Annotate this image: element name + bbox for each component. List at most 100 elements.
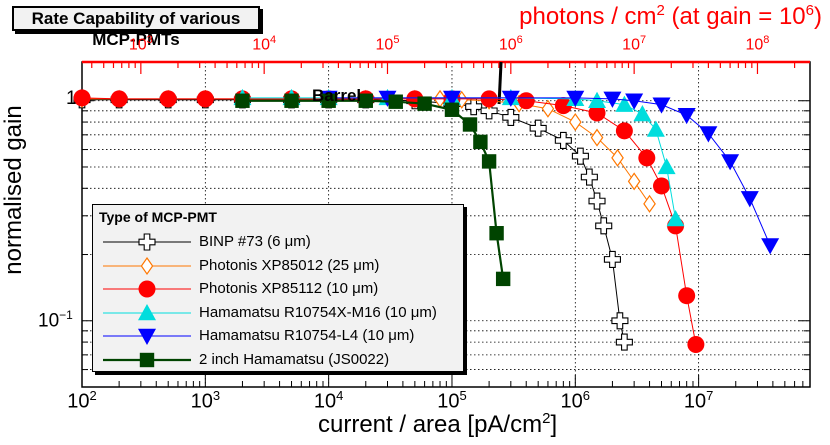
y-tick-label-base: 10 bbox=[38, 310, 60, 332]
legend-swatch-marker bbox=[138, 233, 156, 251]
series-6 bbox=[235, 93, 511, 287]
top-tick-label: 106 bbox=[499, 34, 523, 54]
legend-swatch bbox=[103, 280, 191, 298]
data-point bbox=[588, 91, 607, 108]
top-tick-label: 105 bbox=[376, 34, 400, 54]
data-point bbox=[588, 192, 606, 210]
data-point bbox=[761, 238, 780, 255]
top-tick-label-exp: 4 bbox=[269, 34, 277, 46]
data-point bbox=[321, 93, 336, 108]
x-tick-label-exp: 3 bbox=[212, 388, 221, 403]
legend-swatch-marker bbox=[139, 352, 155, 367]
legend-entry: BINP #73 (6 μm) bbox=[97, 231, 457, 253]
legend-label: BINP #73 (6 μm) bbox=[199, 233, 311, 250]
data-point bbox=[554, 97, 572, 115]
legend-label: 2 inch Hamamatsu (JS0022) bbox=[199, 350, 390, 368]
data-point bbox=[580, 168, 598, 186]
legend-entry: Hamamatsu R10754X-M16 (10 μm) bbox=[97, 302, 457, 324]
x-tick-label-exp: 4 bbox=[336, 388, 344, 403]
data-point bbox=[465, 98, 483, 116]
top-axis-label-end: ) bbox=[814, 3, 822, 30]
legend-entry: Photonis XP85112 (10 μm) bbox=[97, 278, 457, 300]
data-point bbox=[721, 154, 740, 171]
data-point bbox=[388, 94, 403, 109]
data-point bbox=[677, 107, 696, 125]
data-point bbox=[568, 113, 582, 132]
data-point bbox=[657, 157, 676, 175]
x-axis-label: current / area [pA/cm2] bbox=[318, 410, 557, 439]
legend-swatch bbox=[103, 303, 191, 320]
x-axis-label-text: current / area bbox=[318, 411, 461, 438]
data-point bbox=[653, 177, 671, 195]
top-tick-label-exp: 5 bbox=[393, 34, 400, 46]
data-point bbox=[501, 90, 520, 107]
top-axis-label: photons / cm2 (at gain = 106) bbox=[519, 2, 822, 31]
top-tick-label-exp: 3 bbox=[146, 34, 153, 46]
y-tick-label: 10−1 bbox=[38, 308, 73, 332]
top-tick-label-base: 10 bbox=[622, 36, 640, 54]
data-point bbox=[571, 147, 589, 165]
x-tick-label: 105 bbox=[437, 388, 466, 414]
data-point bbox=[652, 97, 671, 114]
data-point bbox=[196, 90, 214, 108]
x-tick-label-base: 10 bbox=[560, 390, 583, 413]
data-point bbox=[625, 93, 644, 110]
top-tick-label-exp: 6 bbox=[516, 34, 523, 46]
data-point bbox=[444, 102, 460, 117]
legend-entry: Hamamatsu R10754-L4 (10 μm) bbox=[97, 325, 457, 347]
data-point bbox=[284, 93, 299, 108]
data-point bbox=[615, 333, 633, 351]
data-point bbox=[588, 104, 606, 122]
legend-swatch bbox=[103, 256, 191, 275]
series-layer bbox=[73, 88, 780, 354]
data-point bbox=[235, 93, 250, 108]
legend-label: Photonis XP85112 (10 μm) bbox=[199, 280, 379, 297]
legend-swatch bbox=[103, 233, 191, 251]
y-tick-label: 1 bbox=[66, 87, 77, 109]
data-point bbox=[480, 90, 498, 108]
x-tick-label: 102 bbox=[67, 388, 96, 414]
data-point bbox=[358, 93, 373, 108]
legend-swatch-marker bbox=[138, 280, 156, 298]
y-tick-label-exp: −1 bbox=[59, 307, 73, 322]
legend-entry: 2 inch Hamamatsu (JS0022) bbox=[97, 349, 457, 371]
top-axis-label-mid: (at gain = 10 bbox=[664, 3, 806, 30]
legend-swatch bbox=[103, 352, 191, 367]
x-tick-label: 107 bbox=[684, 388, 713, 414]
data-point bbox=[615, 122, 633, 140]
chart-title: Rate Capability of various MCP-PMTs bbox=[12, 6, 260, 49]
data-point bbox=[603, 250, 621, 268]
top-tick-label: 104 bbox=[252, 34, 276, 54]
top-axis-label-gain-exp: 6 bbox=[805, 2, 814, 19]
data-point bbox=[646, 120, 665, 137]
data-point bbox=[541, 99, 555, 118]
data-point bbox=[643, 194, 656, 213]
data-point bbox=[442, 90, 461, 107]
x-axis-unit-exp: 2 bbox=[542, 410, 551, 427]
top-tick-label-exp: 8 bbox=[763, 34, 770, 46]
data-point bbox=[611, 148, 624, 167]
x-tick-label-exp: 6 bbox=[582, 388, 591, 403]
x-tick-label: 104 bbox=[314, 388, 343, 414]
legend-label: Hamamatsu R10754-L4 (10 μm) bbox=[199, 327, 415, 344]
legend-entry: Photonis XP85012 (25 μm) bbox=[97, 255, 457, 277]
top-tick-label-base: 10 bbox=[252, 36, 270, 54]
legend: Type of MCP-PMT BINP #73 (6 μm) Photonis … bbox=[92, 204, 464, 372]
data-point bbox=[159, 90, 177, 108]
data-point bbox=[633, 105, 652, 122]
legend-swatch bbox=[103, 328, 191, 345]
legend-label: Hamamatsu R10754X-M16 (10 μm) bbox=[199, 303, 437, 321]
data-point bbox=[502, 108, 520, 126]
top-tick-label-base: 10 bbox=[375, 36, 394, 54]
x-tick-label-base: 10 bbox=[683, 390, 707, 413]
legend-swatch-marker bbox=[138, 303, 156, 320]
data-point bbox=[529, 119, 547, 137]
legend-title: Type of MCP-PMT bbox=[99, 209, 217, 225]
top-tick-label-base: 10 bbox=[128, 36, 147, 54]
barrel-annotation-line bbox=[497, 61, 503, 105]
x-tick-label: 106 bbox=[561, 388, 590, 414]
x-tick-label-exp: 5 bbox=[459, 388, 467, 403]
data-point bbox=[489, 226, 504, 241]
data-point bbox=[73, 89, 91, 107]
